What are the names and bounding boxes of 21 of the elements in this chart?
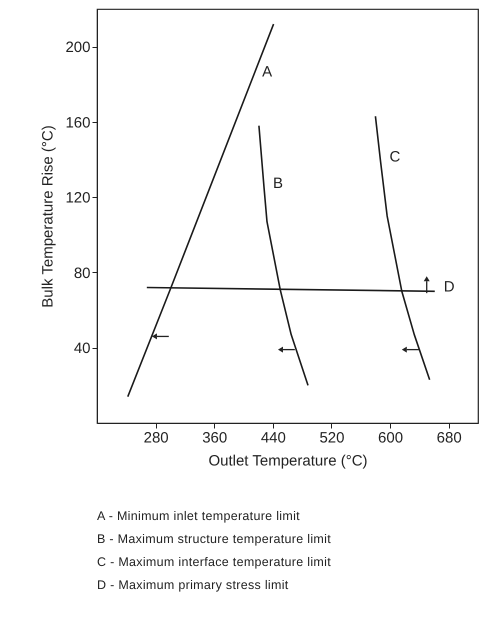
y-tick-label: 80 [74,264,90,282]
x-tick-label: 600 [378,430,404,446]
y-tick-label: 40 [74,340,90,358]
text: B - Maximum structure temperature limit [97,531,332,548]
annotation: D [444,278,455,296]
text: A - Minimum inlet temperature limit [97,508,301,525]
x-tick-label: 280 [144,430,169,446]
x-axis-title: Outlet Temperature (°C) [208,452,368,470]
x-tick-label: 520 [319,430,344,446]
x-tick-label: 360 [202,430,228,446]
x-tick-label: 680 [436,430,462,446]
y-axis-title: Bulk Temperature Rise (°C) [39,125,56,308]
annotation: C [390,148,401,166]
text: D - Maximum primary stress limit [97,577,290,594]
text: C - Maximum interface temperature limit [97,554,332,571]
x-tick-label: 440 [260,430,286,446]
annotation: A [262,64,272,81]
y-tick-label: 200 [65,39,90,56]
y-tick-label: 160 [65,114,90,132]
y-tick-label: 120 [65,190,90,207]
annotation: B [273,174,284,192]
